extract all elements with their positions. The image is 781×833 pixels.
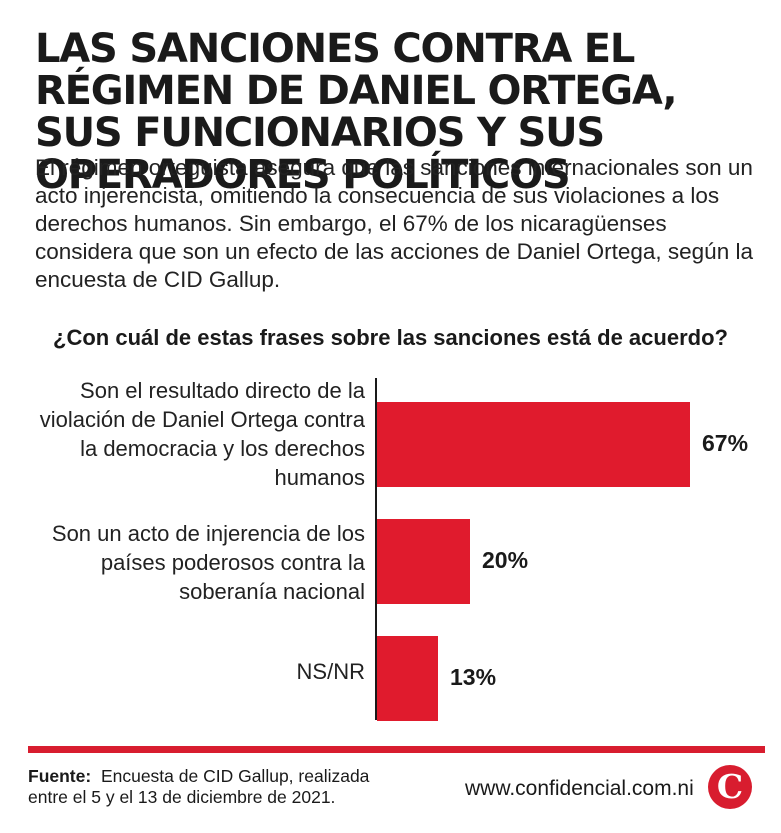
website-link[interactable]: www.confidencial.com.ni bbox=[465, 777, 694, 800]
source-note: Fuente: Encuesta de CID Gallup, realizad… bbox=[28, 766, 408, 808]
bar-label: Son el resultado directo de la violación… bbox=[39, 378, 365, 490]
bar-value-label: 20% bbox=[482, 546, 529, 573]
chart-subtitle: El régimen orteguista asegura que las sa… bbox=[35, 155, 753, 292]
question-heading: ¿Con cuál de estas frases sobre las sanc… bbox=[53, 325, 728, 350]
bar bbox=[377, 402, 690, 487]
bar-label: Son un acto de injerencia de los países … bbox=[51, 521, 365, 604]
source-label: Fuente: bbox=[28, 766, 92, 786]
bar bbox=[377, 636, 438, 721]
bar-value-label: 13% bbox=[450, 663, 497, 690]
confidencial-logo: C bbox=[708, 765, 752, 809]
chart-axis-line bbox=[375, 378, 377, 720]
bar-value-label: 67% bbox=[702, 429, 749, 456]
source-text: Encuesta de CID Gallup, realizada entre … bbox=[28, 766, 370, 807]
bar-label: NS/NR bbox=[296, 659, 365, 684]
chart-title: LAS SANCIONES CONTRA EL RÉGIMEN DE DANIE… bbox=[35, 26, 678, 198]
bar bbox=[377, 519, 470, 604]
footer-divider bbox=[28, 746, 765, 753]
